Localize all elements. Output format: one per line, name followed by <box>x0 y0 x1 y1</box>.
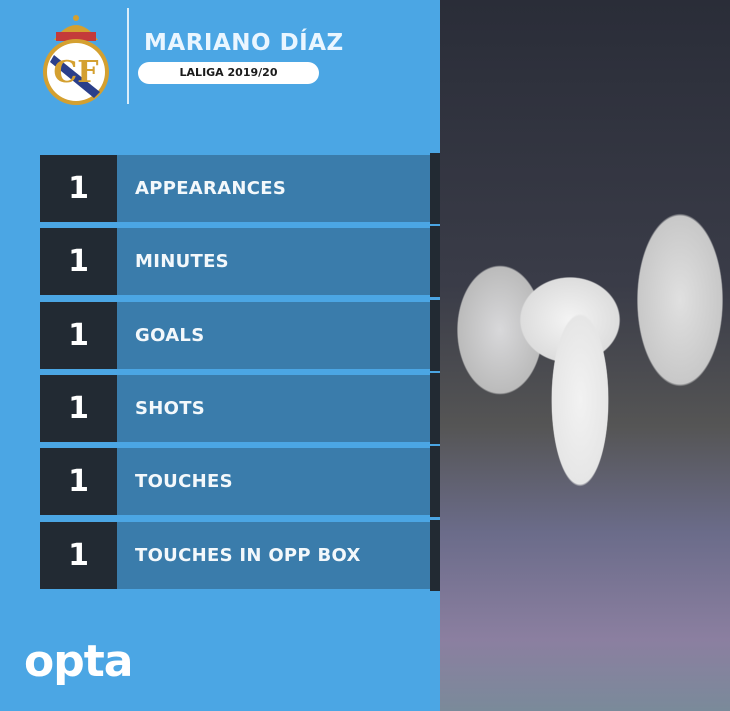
stat-row: 1 MINUTES <box>40 226 449 297</box>
svg-text:CF: CF <box>53 55 98 90</box>
stat-value: 1 <box>40 522 117 589</box>
stat-row: 1 TOUCHES <box>40 446 449 517</box>
stat-value: 1 <box>40 155 117 222</box>
stat-label: GOALS <box>117 302 430 369</box>
stat-value: 1 <box>40 228 117 295</box>
club-crest-logo: CF <box>43 15 109 105</box>
stat-row: 1 SHOTS <box>40 373 449 444</box>
stat-label: SHOTS <box>117 375 430 442</box>
stat-label: TOUCHES <box>117 448 430 515</box>
stats-panel: CF MARIANO DÍAZ LALIGA 2019/20 1 APPEARA… <box>24 8 449 687</box>
stat-value: 1 <box>40 375 117 442</box>
stat-row: 1 TOUCHES IN OPP BOX <box>40 520 449 591</box>
stat-value: 1 <box>40 302 117 369</box>
stat-row: 1 GOALS <box>40 300 449 371</box>
player-photo <box>440 0 730 711</box>
stat-value: 1 <box>40 448 117 515</box>
stat-label: MINUTES <box>117 228 430 295</box>
header-divider <box>127 8 129 104</box>
opta-logo: opta <box>24 636 133 687</box>
stat-label: TOUCHES IN OPP BOX <box>117 522 430 589</box>
stat-row: 1 APPEARANCES <box>40 153 449 224</box>
player-name: MARIANO DÍAZ <box>144 30 344 56</box>
competition-badge: LALIGA 2019/20 <box>138 62 319 84</box>
stat-label: APPEARANCES <box>117 155 430 222</box>
